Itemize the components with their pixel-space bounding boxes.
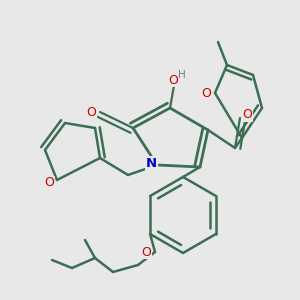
Text: O: O — [243, 109, 252, 122]
Text: O: O — [86, 106, 96, 118]
Text: O: O — [201, 86, 211, 100]
Text: O: O — [142, 245, 152, 259]
Text: O: O — [45, 176, 54, 190]
Text: O: O — [169, 74, 178, 86]
Text: H: H — [178, 70, 186, 80]
Text: N: N — [146, 157, 157, 170]
